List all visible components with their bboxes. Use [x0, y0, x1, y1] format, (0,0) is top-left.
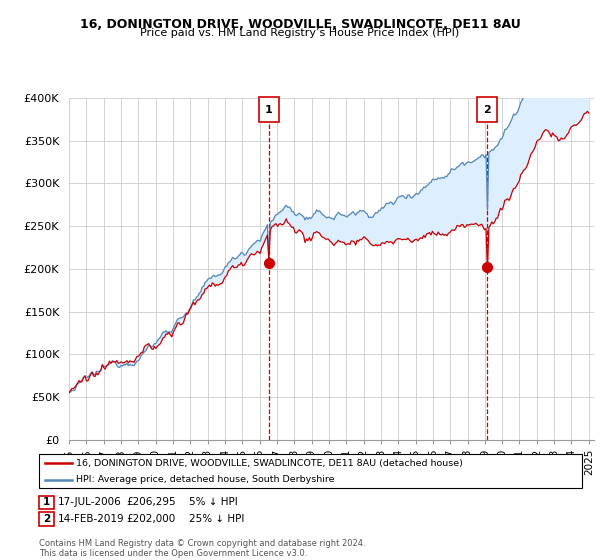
- Text: HPI: Average price, detached house, South Derbyshire: HPI: Average price, detached house, Sout…: [76, 475, 335, 484]
- Text: Price paid vs. HM Land Registry’s House Price Index (HPI): Price paid vs. HM Land Registry’s House …: [140, 28, 460, 38]
- Text: 1: 1: [43, 497, 50, 507]
- Text: 16, DONINGTON DRIVE, WOODVILLE, SWADLINCOTE, DE11 8AU (detached house): 16, DONINGTON DRIVE, WOODVILLE, SWADLINC…: [76, 459, 463, 468]
- Text: 1: 1: [265, 105, 273, 115]
- Text: 2: 2: [483, 105, 491, 115]
- Text: £206,295: £206,295: [126, 497, 176, 507]
- Text: 14-FEB-2019: 14-FEB-2019: [58, 514, 125, 524]
- Text: 16, DONINGTON DRIVE, WOODVILLE, SWADLINCOTE, DE11 8AU: 16, DONINGTON DRIVE, WOODVILLE, SWADLINC…: [80, 18, 520, 31]
- Text: Contains HM Land Registry data © Crown copyright and database right 2024.
This d: Contains HM Land Registry data © Crown c…: [39, 539, 365, 558]
- Text: 17-JUL-2006: 17-JUL-2006: [58, 497, 122, 507]
- Text: 25% ↓ HPI: 25% ↓ HPI: [189, 514, 244, 524]
- Text: 5% ↓ HPI: 5% ↓ HPI: [189, 497, 238, 507]
- Text: £202,000: £202,000: [126, 514, 175, 524]
- FancyBboxPatch shape: [477, 97, 497, 122]
- Text: 2: 2: [43, 514, 50, 524]
- FancyBboxPatch shape: [259, 97, 279, 122]
